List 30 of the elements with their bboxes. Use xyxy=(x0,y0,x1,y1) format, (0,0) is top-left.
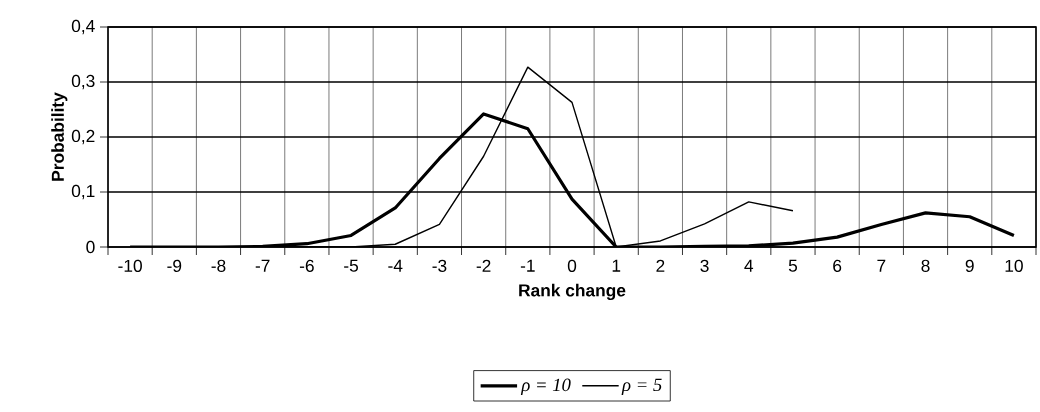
x-tick-label: -6 xyxy=(299,259,314,272)
legend-label: ρ = 5 xyxy=(621,378,662,395)
x-tick-label: -5 xyxy=(344,259,359,272)
x-tick-label: -8 xyxy=(211,259,226,272)
x-tick-label: -9 xyxy=(167,259,182,272)
x-tick-label: -10 xyxy=(118,259,142,272)
x-tick-label: 3 xyxy=(700,259,709,272)
x-tick-label: 10 xyxy=(1005,259,1023,272)
x-tick-label: -3 xyxy=(432,259,447,272)
y-tick-label: 0 xyxy=(86,240,95,254)
x-tick-label: 2 xyxy=(656,259,665,272)
y-tick-label: 0,2 xyxy=(71,129,95,145)
x-tick-label: 1 xyxy=(612,259,621,272)
x-tick-label: 8 xyxy=(921,259,930,272)
y-axis-title: Probability xyxy=(51,92,68,181)
x-tick-label: 9 xyxy=(965,259,974,272)
x-tick-label: 4 xyxy=(744,259,754,272)
y-tick-label: 0,3 xyxy=(71,74,95,90)
y-tick-label: 0,4 xyxy=(71,19,95,35)
x-tick-label: 0 xyxy=(567,259,577,272)
x-axis-title: Rank change xyxy=(519,283,626,301)
y-tick-label: 0,1 xyxy=(71,184,95,200)
legend-label: ρ = 10 xyxy=(520,378,571,395)
x-tick-label: 7 xyxy=(877,259,886,272)
x-tick-label: -4 xyxy=(388,259,403,272)
x-tick-label: -2 xyxy=(476,259,491,272)
x-tick-label: -1 xyxy=(520,259,535,272)
x-tick-label: 5 xyxy=(788,259,798,272)
x-tick-label: -7 xyxy=(255,259,270,272)
x-tick-label: 6 xyxy=(833,259,842,272)
